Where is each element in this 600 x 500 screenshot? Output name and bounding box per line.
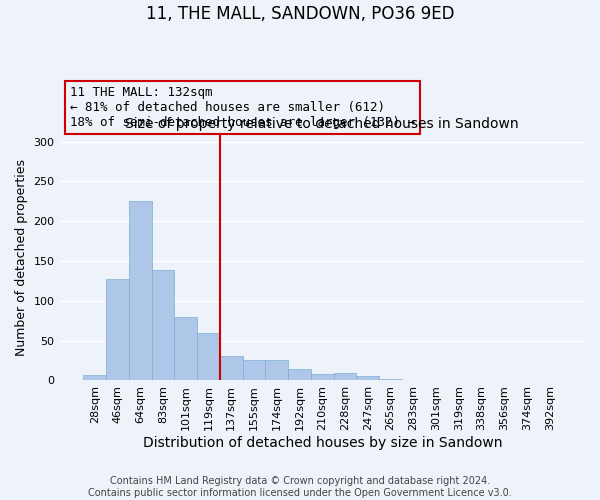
Bar	[311, 374, 334, 380]
Bar	[356, 376, 379, 380]
Bar	[83, 375, 106, 380]
Bar	[129, 200, 152, 380]
Bar	[379, 379, 402, 380]
Bar	[197, 334, 220, 380]
Bar	[334, 374, 356, 380]
Text: 11 THE MALL: 132sqm
← 81% of detached houses are smaller (612)
18% of semi-detac: 11 THE MALL: 132sqm ← 81% of detached ho…	[70, 86, 415, 129]
Bar	[175, 317, 197, 380]
Bar	[220, 356, 242, 380]
Y-axis label: Number of detached properties: Number of detached properties	[15, 158, 28, 356]
Bar	[288, 368, 311, 380]
Bar	[106, 278, 129, 380]
Bar	[242, 360, 265, 380]
Bar	[152, 270, 175, 380]
Title: Size of property relative to detached houses in Sandown: Size of property relative to detached ho…	[125, 117, 519, 131]
Bar	[265, 360, 288, 380]
Text: 11, THE MALL, SANDOWN, PO36 9ED: 11, THE MALL, SANDOWN, PO36 9ED	[146, 5, 454, 23]
X-axis label: Distribution of detached houses by size in Sandown: Distribution of detached houses by size …	[143, 436, 502, 450]
Text: Contains HM Land Registry data © Crown copyright and database right 2024.
Contai: Contains HM Land Registry data © Crown c…	[88, 476, 512, 498]
